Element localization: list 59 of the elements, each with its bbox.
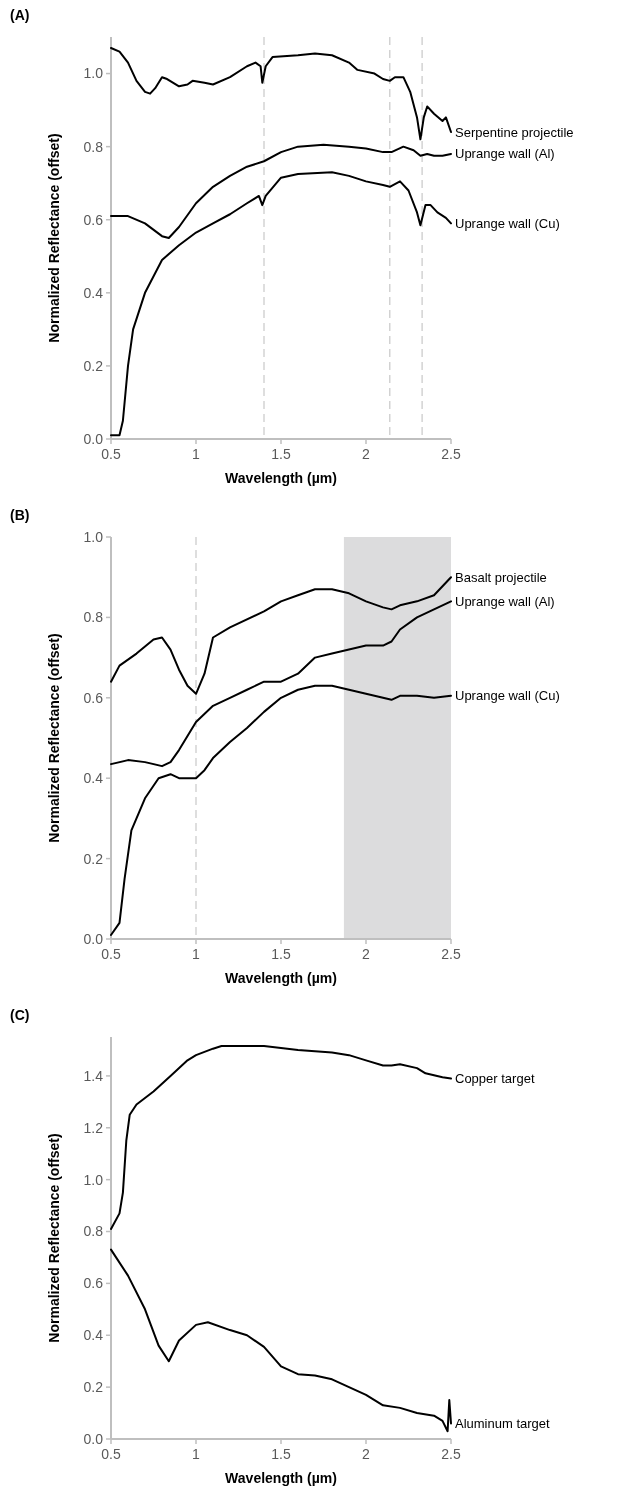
x-tick-label: 2.5 — [441, 946, 461, 962]
y-axis-title: Normalized Reflectance (offset) — [46, 133, 62, 343]
chart-title: (C) — [10, 1007, 30, 1023]
x-tick-label: 0.5 — [101, 946, 121, 962]
line-series — [110, 1045, 452, 1230]
x-axis-title: Wavelength (µm) — [225, 470, 337, 486]
y-tick-label: 0.6 — [83, 211, 104, 228]
y-tick-label: 1.4 — [83, 1067, 104, 1084]
y-tick-label: 0.0 — [83, 430, 104, 447]
y-tick-label: 1.0 — [83, 65, 104, 82]
x-axis-title: Wavelength (µm) — [225, 970, 337, 986]
y-tick-label: 0.4 — [83, 1327, 104, 1344]
y-tick-label: 0.4 — [83, 284, 104, 301]
y-tick-label: 0.0 — [83, 930, 104, 947]
line-series — [110, 684, 452, 936]
chart-title: (B) — [10, 507, 30, 523]
line-series — [110, 576, 452, 695]
line-series — [110, 600, 452, 768]
series-label: Uprange wall (Al) — [455, 593, 555, 609]
line-series — [110, 143, 452, 239]
y-tick-label: 0.8 — [83, 609, 104, 626]
series-label: Serpentine projectile — [455, 124, 574, 140]
x-tick-label: 1 — [192, 446, 201, 462]
x-tick-label: 1.5 — [271, 946, 291, 962]
y-tick-label: 0.2 — [83, 1379, 104, 1396]
y-tick-label: 0.6 — [83, 689, 104, 706]
y-tick-label: 0.2 — [83, 850, 104, 867]
y-tick-label: 1.0 — [83, 528, 104, 545]
x-tick-label: 2.5 — [441, 1446, 461, 1462]
y-tick-label: 0.2 — [83, 357, 104, 374]
y-tick-label: 0.0 — [83, 1430, 104, 1447]
y-tick-label: 0.8 — [83, 138, 104, 155]
x-tick-label: 1.5 — [271, 446, 291, 462]
x-tick-label: 0.5 — [101, 446, 121, 462]
x-tick-label: 2.5 — [441, 446, 461, 462]
x-tick-label: 2 — [362, 946, 371, 962]
x-tick-label: 0.5 — [101, 1446, 121, 1462]
x-tick-label: 1.5 — [271, 1446, 291, 1462]
line-series — [110, 1248, 452, 1433]
y-axis-title: Normalized Reflectance (offset) — [46, 633, 62, 843]
y-tick-label: 0.6 — [83, 1275, 104, 1292]
x-tick-label: 1 — [192, 946, 201, 962]
line-series — [110, 46, 452, 141]
series-label: Uprange wall (Cu) — [455, 215, 560, 231]
series-label: Copper target — [455, 1071, 535, 1087]
y-tick-label: 0.8 — [83, 1223, 104, 1240]
x-tick-label: 2 — [362, 446, 371, 462]
series-label: Uprange wall (Cu) — [455, 688, 560, 704]
y-axis-title: Normalized Reflectance (offset) — [46, 1133, 62, 1343]
y-tick-label: 1.2 — [83, 1119, 104, 1136]
y-tick-label: 0.4 — [83, 770, 104, 787]
chart-title: (A) — [10, 7, 30, 23]
series-label: Basalt projectile — [455, 569, 547, 585]
x-tick-label: 1 — [192, 1446, 201, 1462]
y-tick-label: 1.0 — [83, 1171, 104, 1188]
x-tick-label: 2 — [362, 1446, 371, 1462]
series-label: Aluminum target — [455, 1415, 551, 1431]
series-label: Uprange wall (Al) — [455, 146, 555, 162]
x-axis-title: Wavelength (µm) — [225, 1470, 337, 1486]
